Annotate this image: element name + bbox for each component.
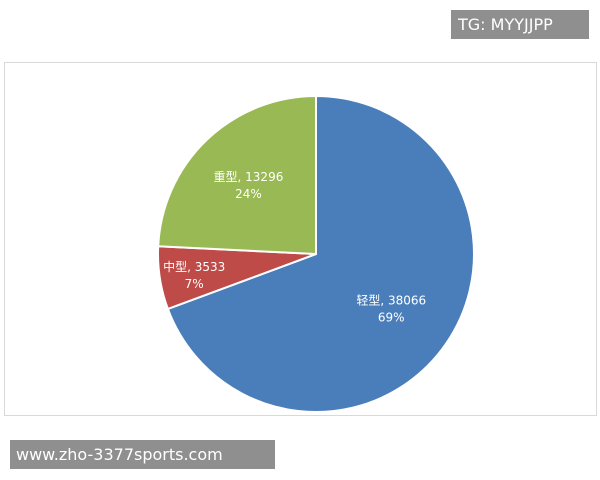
watermark-bottom: www.zho-3377sports.com [10,440,275,469]
slice-label-0: 轻型, 38066 [356,293,426,307]
pie-chart: 轻型, 38066 69% 中型, 3533 7% 重型, 13296 24% [157,95,475,413]
pie-slice-0 [166,95,475,413]
slice-percent-0: 69% [378,310,405,324]
slice-percent-1: 7% [185,277,204,291]
watermark-top: TG: MYYJJPP [451,10,589,39]
slice-label-1: 中型, 3533 [163,259,225,274]
chart-frame: 轻型, 38066 69% 中型, 3533 7% 重型, 13296 24% [4,62,597,416]
slice-percent-2: 24% [235,187,262,201]
slice-label-2: 重型, 13296 [214,170,284,184]
pie-slice-2 [157,95,317,255]
